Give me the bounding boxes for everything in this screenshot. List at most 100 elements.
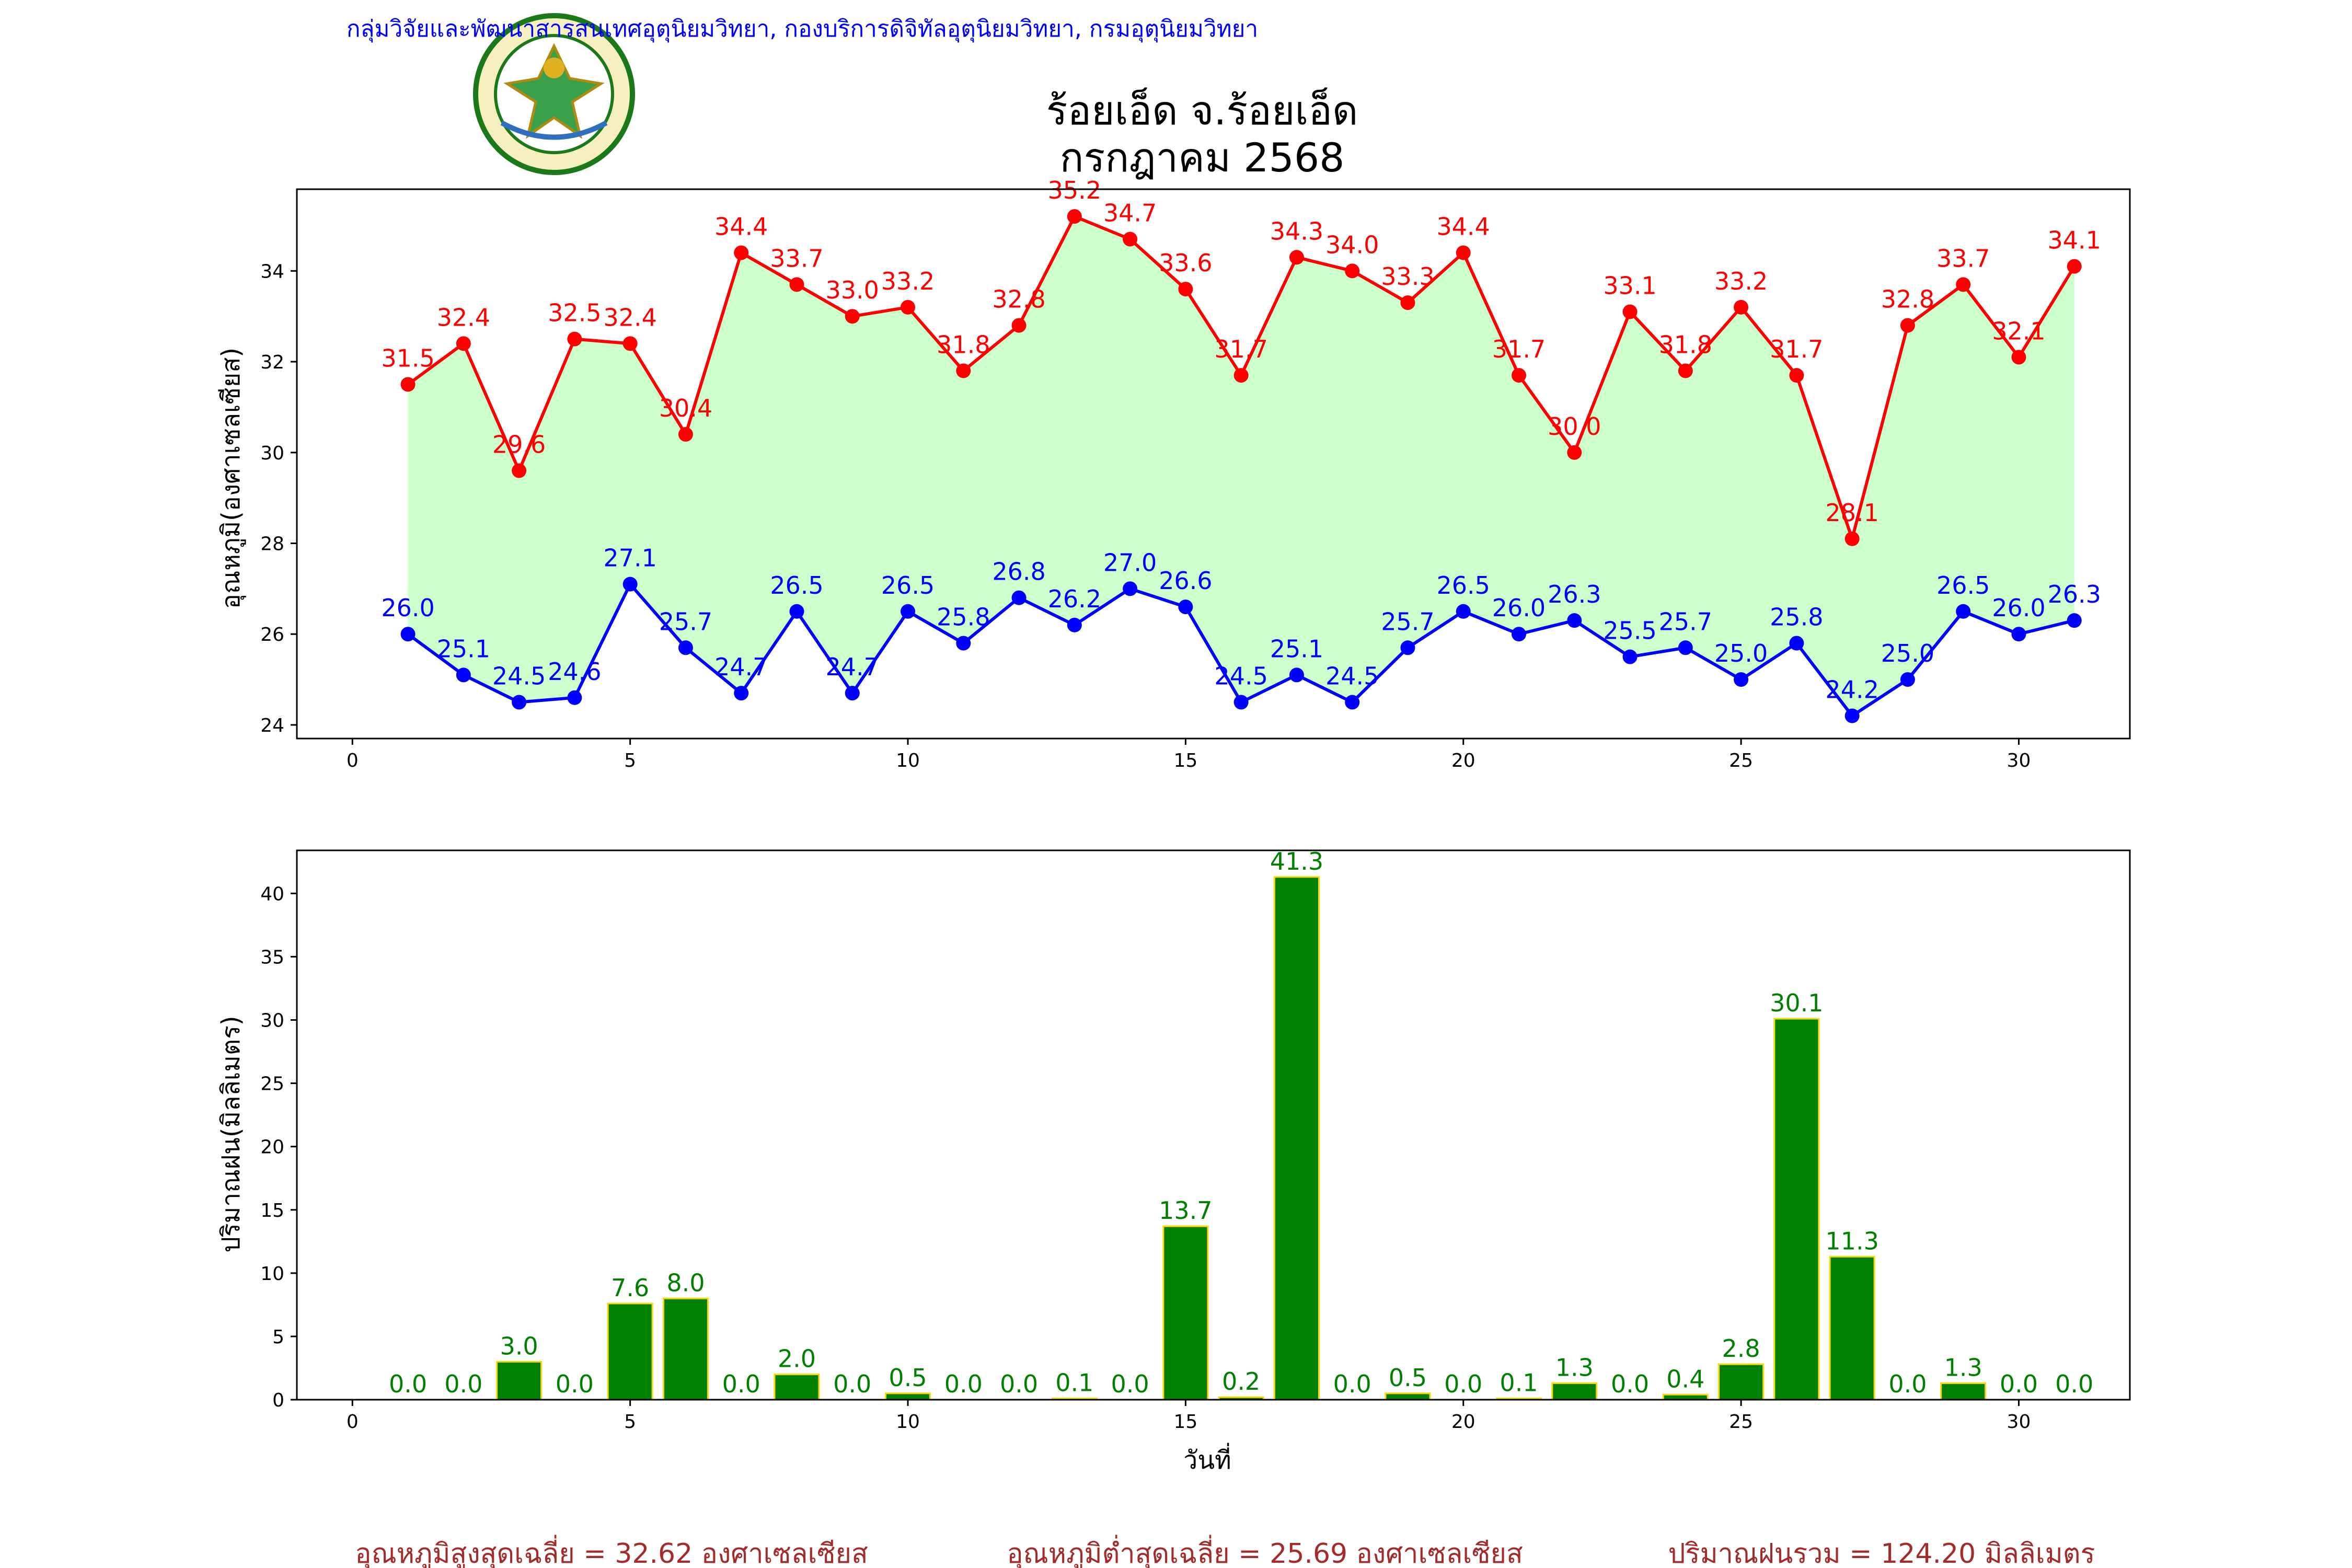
temperature-y-tick-label: 24 <box>260 715 284 736</box>
max-temperature-point <box>734 245 749 260</box>
temperature-plot-frame <box>296 188 2131 740</box>
max-temperature-point <box>1233 368 1249 383</box>
max-temperature-data-label: 33.6 <box>1159 249 1212 277</box>
temperature-x-tick-label: 0 <box>347 750 359 771</box>
min-temperature-data-label: 25.0 <box>1714 639 1768 667</box>
rainfall-data-label: 0.0 <box>1444 1370 1482 1398</box>
temperature-chart: 0 5 10 15 20 25 3024262830323431.532.429.632.5… <box>260 176 2131 771</box>
min-temperature-point <box>956 636 971 651</box>
rainfall-data-label: 7.6 <box>611 1274 649 1302</box>
min-temperature-data-label: 27.1 <box>603 544 656 572</box>
max-temperature-data-label: 32.1 <box>1992 317 2045 345</box>
max-temperature-point <box>678 427 693 442</box>
min-temperature-data-label: 25.1 <box>1270 635 1323 663</box>
rainfall-data-label: 1.3 <box>1944 1354 1982 1382</box>
min-temperature-data-label: 24.5 <box>492 662 546 690</box>
rainfall-bar <box>662 1297 709 1401</box>
max-temperature-point <box>1400 295 1415 310</box>
min-temperature-point <box>1400 640 1415 655</box>
rainfall-y-axis-label: ปริมาณฝน(มิลลิเมตร) <box>216 1016 246 1252</box>
rainfall-data-label: 0.0 <box>1888 1370 1927 1398</box>
min-temperature-point <box>1734 672 1749 687</box>
rainfall-data-label: 0.0 <box>1611 1370 1649 1398</box>
min-temperature-point <box>1289 667 1304 683</box>
max-temperature-point <box>622 336 638 351</box>
max-temperature-point <box>789 277 804 292</box>
min-temperature-data-label: 25.5 <box>1603 617 1656 645</box>
min-temperature-point <box>567 690 582 705</box>
max-temperature-data-label: 31.8 <box>1659 330 1712 359</box>
rainfall-bar <box>1829 1255 1875 1401</box>
max-temperature-point <box>1956 277 1971 292</box>
rainfall-bar <box>1718 1363 1765 1401</box>
chart-title-period: กรกฎาคม 2568 <box>1059 134 1344 181</box>
min-temperature-data-label: 26.3 <box>2048 580 2101 608</box>
temperature-x-tick-label: 25 <box>1729 750 1753 771</box>
max-temperature-data-label: 32.5 <box>548 299 601 327</box>
rainfall-x-tick-label: 5 <box>624 1411 636 1433</box>
min-temperature-data-label: 26.0 <box>381 594 434 622</box>
rainfall-bar <box>1273 876 1320 1401</box>
max-temperature-point <box>1734 299 1749 315</box>
max-temperature-data-label: 32.4 <box>437 303 490 331</box>
max-temperature-data-label: 30.4 <box>659 394 712 422</box>
min-temperature-point <box>901 604 915 619</box>
min-temperature-data-label: 24.7 <box>826 653 879 681</box>
max-temperature-point <box>567 331 582 347</box>
min-temperature-point <box>2011 627 2026 642</box>
min-temperature-data-label: 25.7 <box>1659 607 1712 636</box>
min-temperature-data-label: 26.0 <box>1492 594 1546 622</box>
min-temperature-data-label: 26.5 <box>1437 571 1490 599</box>
max-temperature-data-label: 33.0 <box>826 276 879 304</box>
rainfall-data-label: 0.4 <box>1666 1365 1704 1393</box>
min-temperature-point <box>456 667 471 683</box>
temperature-x-tick-label: 10 <box>896 750 920 771</box>
rainfall-bar <box>1162 1225 1209 1401</box>
rainfall-data-label: 3.0 <box>500 1332 538 1360</box>
max-temperature-point <box>1678 363 1693 378</box>
max-temperature-data-label: 32.8 <box>1881 285 1934 314</box>
max-temperature-point <box>1178 282 1193 297</box>
max-temperature-data-label: 29.6 <box>492 431 546 459</box>
max-temperature-point <box>400 377 416 392</box>
max-temperature-point <box>1512 368 1526 383</box>
temperature-y-tick-label: 30 <box>260 443 284 464</box>
min-temperature-data-label: 26.3 <box>1548 580 1601 608</box>
rainfall-data-label: 0.0 <box>389 1370 427 1398</box>
rainfall-data-label: 0.0 <box>556 1370 594 1398</box>
min-temperature-point <box>845 686 860 701</box>
rainfall-data-label: 2.0 <box>778 1345 816 1373</box>
max-temperature-point <box>1289 250 1304 265</box>
rainfall-data-label: 0.1 <box>1500 1369 1538 1397</box>
min-temperature-data-label: 25.7 <box>659 607 712 636</box>
max-temperature-data-label: 28.1 <box>1825 499 1878 527</box>
max-temperature-point <box>1456 245 1471 260</box>
rainfall-y-tick-label: 25 <box>260 1074 284 1095</box>
min-temperature-point <box>734 686 749 701</box>
max-temperature-data-label: 31.7 <box>1214 335 1267 363</box>
max-temperature-data-label: 35.2 <box>1048 176 1101 204</box>
footer-avg-max: อุณหภูมิสูงสุดเฉลี่ย = 32.62 องศาเซลเซีย… <box>355 1535 868 1568</box>
rainfall-data-label: 13.7 <box>1159 1196 1212 1225</box>
min-temperature-point <box>1622 649 1638 664</box>
rainfall-plot-frame <box>296 849 2131 1401</box>
min-temperature-point <box>1233 695 1249 710</box>
min-temperature-data-label: 26.0 <box>1992 594 2045 622</box>
rainfall-y-tick-label: 5 <box>272 1327 284 1348</box>
rainfall-y-tick-label: 35 <box>260 947 284 968</box>
min-temperature-point <box>1123 581 1138 596</box>
max-temperature-point <box>2067 259 2082 274</box>
max-temperature-point <box>1067 209 1082 224</box>
min-temperature-point <box>512 695 527 710</box>
min-temperature-data-label: 24.5 <box>1214 662 1267 690</box>
temperature-x-tick-label: 5 <box>624 750 636 771</box>
min-temperature-data-label: 27.0 <box>1103 548 1157 577</box>
max-temperature-point <box>456 336 471 351</box>
max-temperature-data-label: 31.7 <box>1770 335 1823 363</box>
max-temperature-data-label: 33.7 <box>1936 244 1990 272</box>
max-temperature-point <box>1622 304 1638 319</box>
min-temperature-data-label: 26.8 <box>992 558 1045 586</box>
temperature-y-tick-label: 26 <box>260 624 284 645</box>
max-temperature-point <box>901 299 915 315</box>
